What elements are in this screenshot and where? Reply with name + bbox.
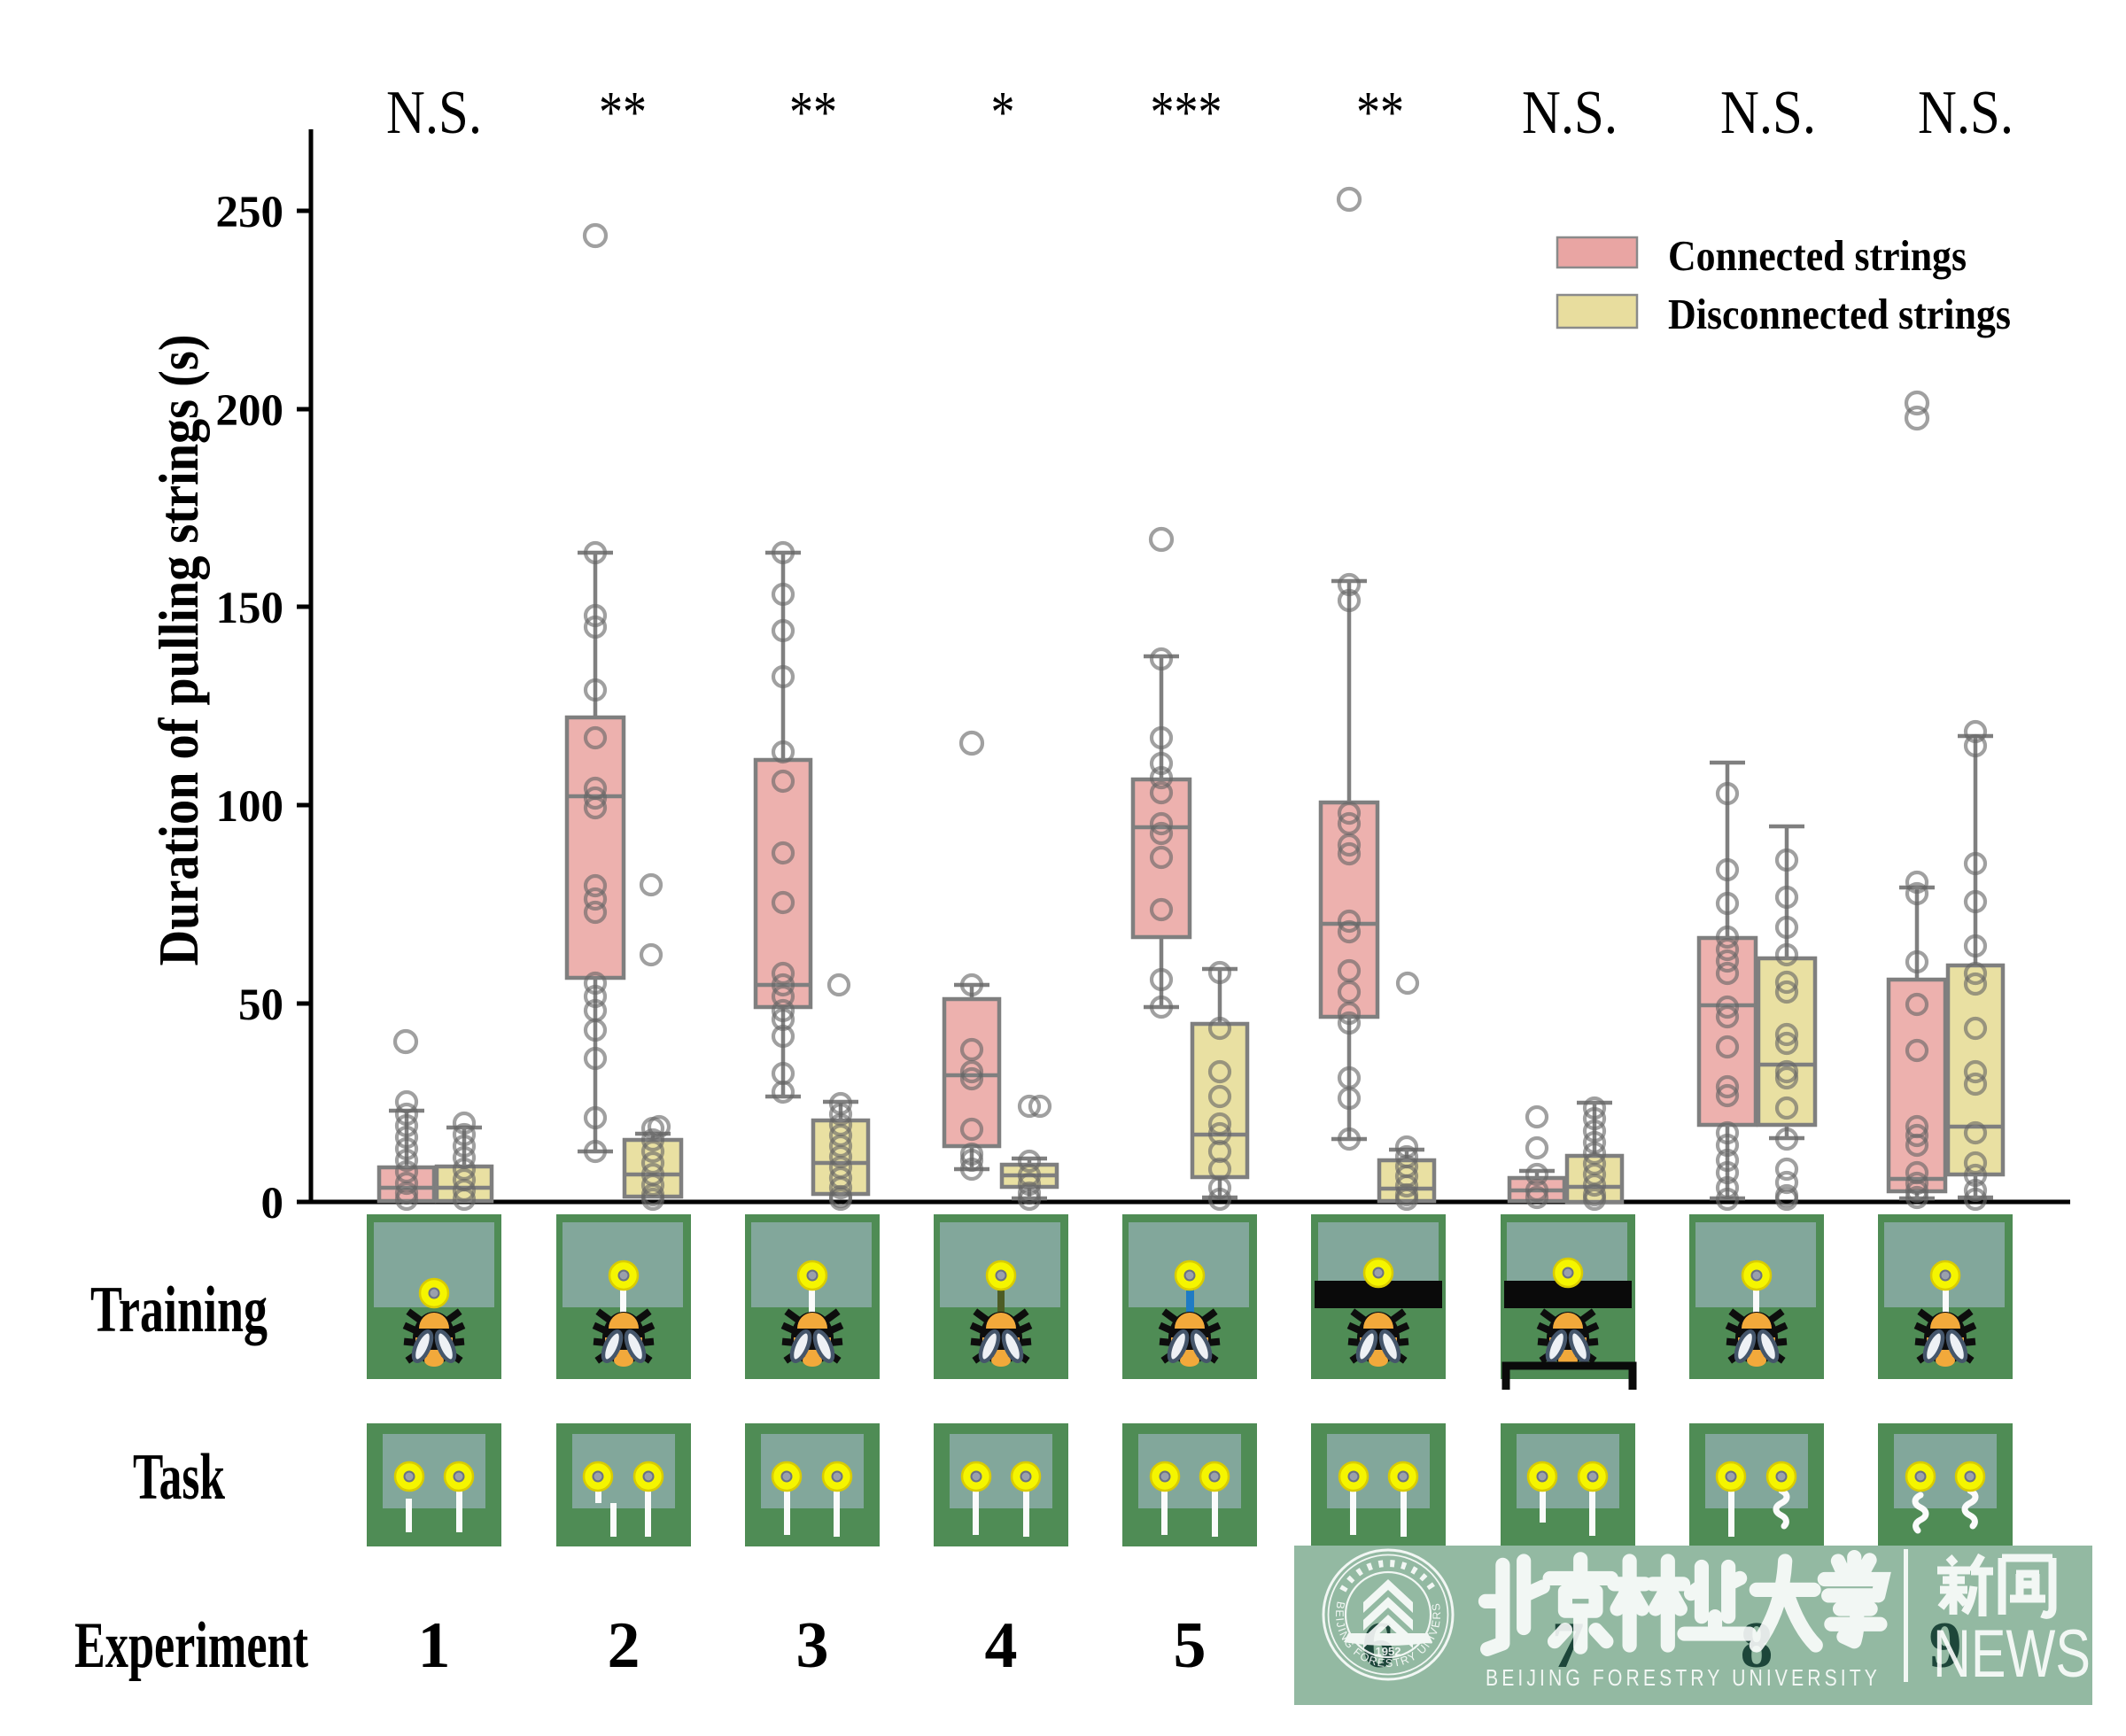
- svg-text:5: 5: [1174, 1609, 1207, 1682]
- svg-text:N.S.: N.S.: [1918, 79, 2013, 147]
- svg-text:150: 150: [216, 584, 284, 633]
- svg-text:100: 100: [216, 782, 284, 832]
- svg-text:0: 0: [261, 1179, 284, 1228]
- svg-text:Connected strings: Connected strings: [1668, 231, 1967, 280]
- svg-text:50: 50: [238, 980, 283, 1030]
- svg-text:4: 4: [985, 1609, 1018, 1682]
- svg-text:Task: Task: [133, 1441, 226, 1514]
- svg-text:**: **: [789, 80, 837, 145]
- svg-text:250: 250: [216, 188, 284, 237]
- svg-text:N.S.: N.S.: [1720, 79, 1816, 147]
- svg-text:Training: Training: [90, 1274, 268, 1346]
- svg-text:NEWS: NEWS: [1933, 1616, 2091, 1692]
- svg-text:3: 3: [796, 1609, 829, 1682]
- svg-text:1: 1: [418, 1609, 451, 1682]
- svg-text:Experiment: Experiment: [74, 1609, 308, 1682]
- svg-text:9: 9: [1929, 1609, 1962, 1682]
- svg-text:1952: 1952: [1376, 1645, 1401, 1658]
- svg-text:**: **: [599, 80, 647, 145]
- svg-text:200: 200: [216, 386, 284, 436]
- svg-text:Duration of pulling strings (s: Duration of pulling strings (s): [147, 335, 210, 966]
- svg-text:***: ***: [1151, 80, 1222, 145]
- svg-text:*: *: [991, 80, 1015, 145]
- svg-text:2: 2: [608, 1609, 640, 1682]
- svg-text:N.S.: N.S.: [386, 79, 482, 147]
- svg-text:BEIJING FORESTRY UNIVERSITY: BEIJING FORESTRY UNIVERSITY: [1486, 1664, 1881, 1691]
- svg-text:**: **: [1356, 80, 1404, 145]
- svg-text:N.S.: N.S.: [1522, 79, 1618, 147]
- svg-text:Disconnected strings: Disconnected strings: [1668, 290, 2011, 338]
